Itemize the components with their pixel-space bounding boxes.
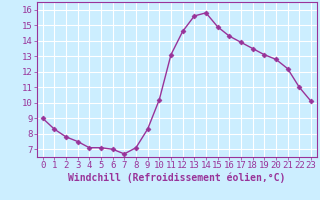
X-axis label: Windchill (Refroidissement éolien,°C): Windchill (Refroidissement éolien,°C): [68, 173, 285, 183]
